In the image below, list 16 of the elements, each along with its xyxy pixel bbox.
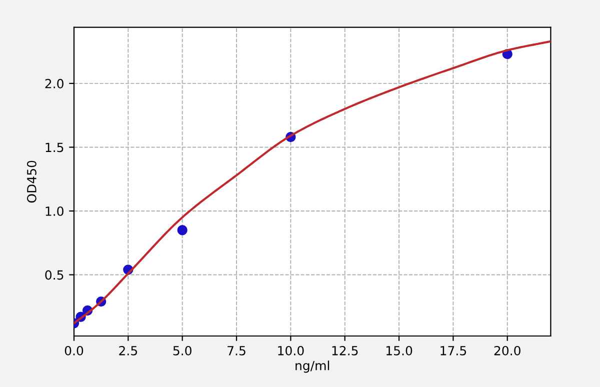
x-tick-label: 2.5 [119,346,138,356]
x-tick-label: 10.0 [278,346,304,356]
x-tick-label: 20.0 [494,346,520,356]
x-tick-label: 0.0 [64,346,84,356]
x-axis-title: ng/ml [296,360,330,373]
x-tick-label: 12.5 [332,346,358,356]
x-tick-label: 7.5 [228,346,246,356]
y-tick-label: 2.0 [45,78,64,88]
x-tick-label: 15.0 [386,346,412,356]
point [177,225,188,236]
x-tick-label: 17.5 [440,346,466,356]
y-axis-title: OD450 [26,160,36,203]
y-tick-label: 1.0 [46,206,64,216]
y-tick-label: 1.5 [46,142,64,152]
x-tick-label: 5.0 [173,346,192,356]
y-tick-label: 0.5 [45,270,64,280]
